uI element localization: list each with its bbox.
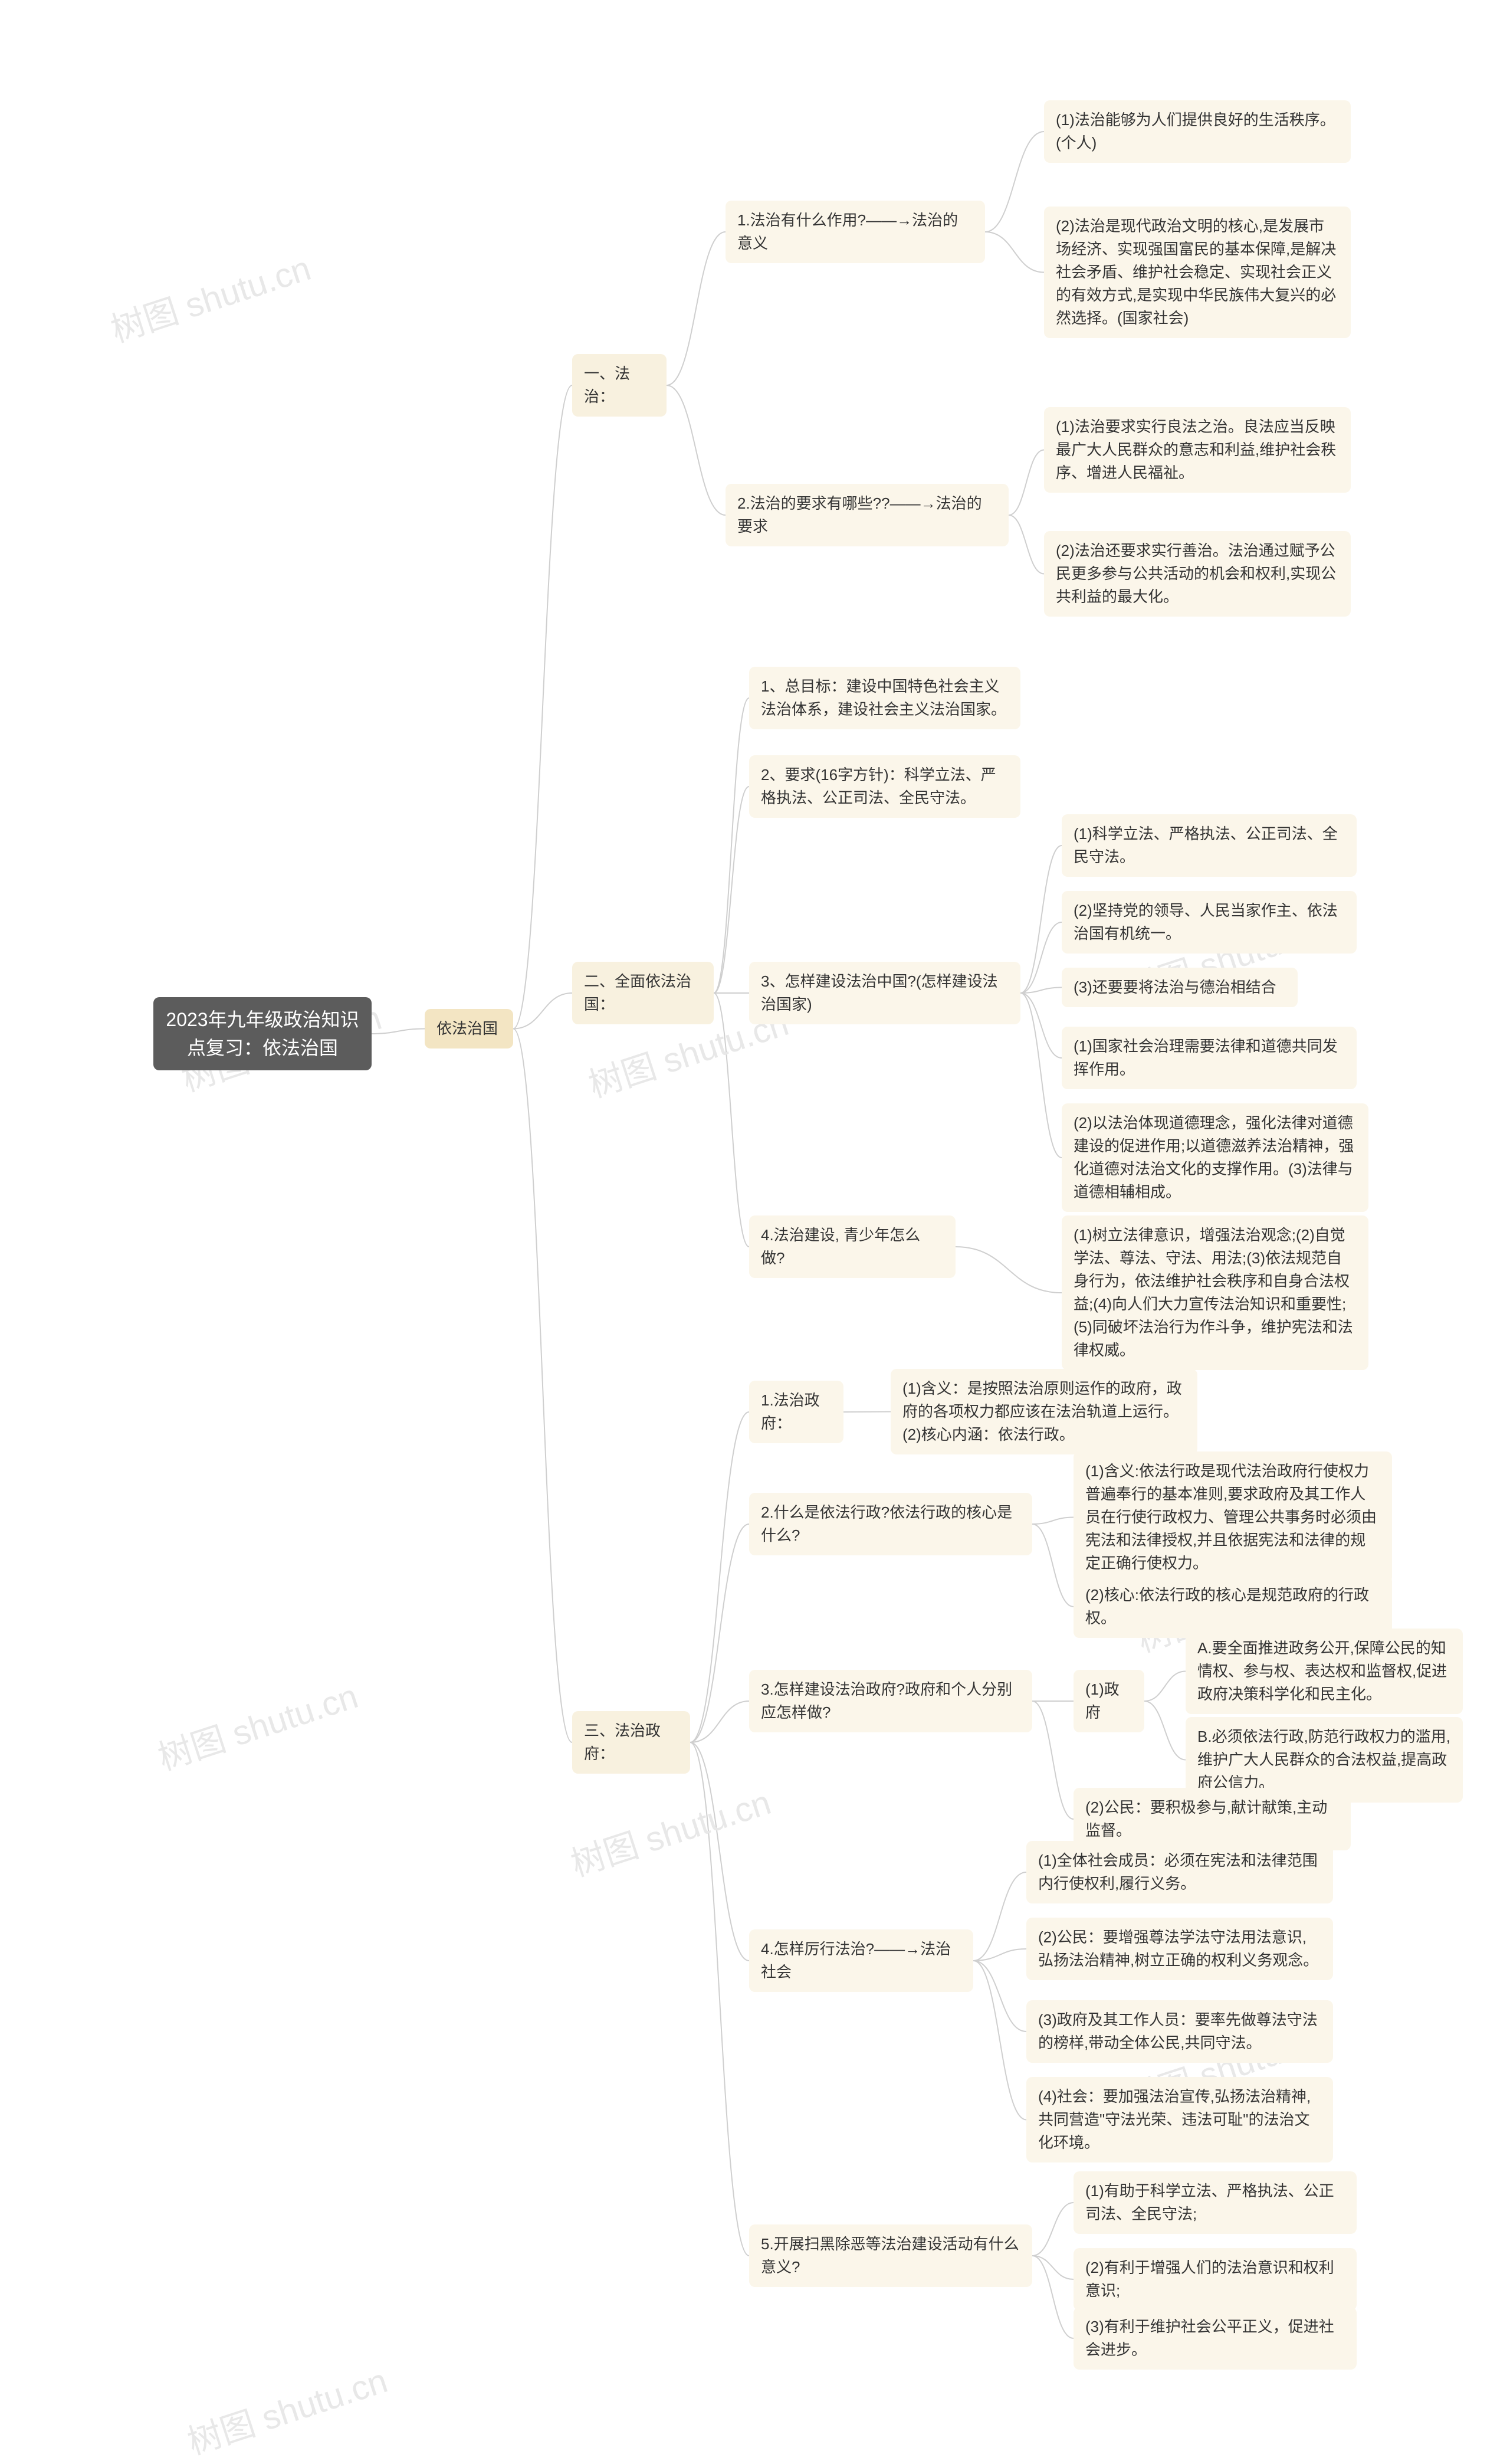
node-c2[interactable]: 2.什么是依法行政?依法行政的核心是什么? <box>749 1493 1032 1555</box>
connector <box>956 1247 1062 1293</box>
connector <box>690 1412 749 1742</box>
connector <box>973 1872 1026 1961</box>
node-b4_1[interactable]: (1)树立法律意识，增强法治观念;(2)自觉学法、尊法、守法、用法;(3)依法规… <box>1062 1215 1368 1370</box>
connector <box>1032 2256 1074 2279</box>
node-b4[interactable]: 4.法治建设, 青少年怎么做? <box>749 1215 956 1278</box>
node-a2_2[interactable]: (2)法治还要求实行善治。法治通过赋予公民更多参与公共活动的机会和权利,实现公共… <box>1044 531 1351 617</box>
node-c3_1a[interactable]: A.要全面推进政务公开,保障公民的知情权、参与权、表达权和监督权,促进政府决策科… <box>1186 1629 1463 1714</box>
node-c1_1[interactable]: (1)含义：是按照法治原则运作的政府，政府的各项权力都应该在法治轨道上运行。(2… <box>891 1369 1197 1454</box>
node-n1[interactable]: 依法治国 <box>425 1009 513 1048</box>
node-a1_2[interactable]: (2)法治是现代政治文明的核心,是发展市场经济、实现强国富民的基本保障,是解决社… <box>1044 207 1351 338</box>
connector <box>1020 922 1062 993</box>
watermark: 树图 shutu.cn <box>564 1775 776 1886</box>
connector <box>1032 2203 1074 2256</box>
mindmap-canvas: 树图 shutu.cn树图 shutu.cn树图 shutu.cn树图 shut… <box>0 0 1510 2458</box>
watermark: 树图 shutu.cn <box>180 2353 393 2464</box>
connector <box>714 993 749 1247</box>
watermark: 树图 shutu.cn <box>104 241 316 352</box>
connector <box>690 1524 749 1742</box>
node-c4_4[interactable]: (4)社会：要加强法治宣传,弘扬法治精神,共同营造"守法光荣、违法可耻"的法治文… <box>1026 2077 1333 2162</box>
node-c1[interactable]: 1.法治政府： <box>749 1381 843 1443</box>
node-c4[interactable]: 4.怎样厉行法治?——→法治社会 <box>749 1929 973 1992</box>
node-c3_1[interactable]: (1)政府 <box>1074 1670 1144 1732</box>
connector <box>667 385 726 515</box>
connector <box>1009 515 1044 574</box>
node-s2[interactable]: 二、全面依法治国： <box>572 962 714 1024</box>
node-c5[interactable]: 5.开展扫黑除恶等法治建设活动有什么意义? <box>749 2224 1032 2287</box>
node-a2_1[interactable]: (1)法治要求实行良法之治。良法应当反映最广大人民群众的意志和利益,维护社会秩序… <box>1044 407 1351 493</box>
connector <box>843 1412 891 1413</box>
node-b3[interactable]: 3、怎样建设法治中国?(怎样建设法治国家) <box>749 962 1020 1024</box>
node-b3_1[interactable]: (1)科学立法、严格执法、公正司法、全民守法。 <box>1062 814 1357 877</box>
connector <box>1032 1518 1074 1525</box>
node-c4_3[interactable]: (3)政府及其工作人员：要率先做尊法守法的榜样,带动全体公民,共同守法。 <box>1026 2000 1333 2063</box>
connector <box>513 1029 572 1743</box>
node-c4_2[interactable]: (2)公民：要增强尊法学法守法用法意识,弘扬法治精神,树立正确的权利义务观念。 <box>1026 1918 1333 1980</box>
connector <box>1020 988 1062 994</box>
node-b3_4[interactable]: (1)国家社会治理需要法律和道德共同发挥作用。 <box>1062 1027 1357 1089</box>
node-root[interactable]: 2023年九年级政治知识点复习：依法治国 <box>153 997 372 1070</box>
connector <box>667 232 726 385</box>
connector <box>372 1029 425 1034</box>
connector <box>513 385 572 1029</box>
node-c3[interactable]: 3.怎样建设法治政府?政府和个人分别应怎样做? <box>749 1670 1032 1732</box>
connector <box>1032 1701 1074 1819</box>
connector <box>973 1961 1026 2032</box>
connector <box>1144 1672 1186 1702</box>
connector <box>1032 2256 1074 2338</box>
node-c5_2[interactable]: (2)有利于增强人们的法治意识和权利意识; <box>1074 2248 1357 2311</box>
connector <box>690 1742 749 2256</box>
node-a1_1[interactable]: (1)法治能够为人们提供良好的生活秩序。(个人) <box>1044 100 1351 163</box>
node-b3_2[interactable]: (2)坚持党的领导、人民当家作主、依法治国有机统一。 <box>1062 891 1357 954</box>
connector <box>985 232 1044 273</box>
node-c5_1[interactable]: (1)有助于科学立法、严格执法、公正司法、全民守法; <box>1074 2171 1357 2234</box>
connector <box>1020 993 1062 1158</box>
connector <box>1032 1524 1074 1607</box>
node-c4_1[interactable]: (1)全体社会成员：必须在宪法和法律范围内行使权利,履行义务。 <box>1026 1841 1333 1903</box>
node-c2_1[interactable]: (1)含义:依法行政是现代法治政府行使权力普遍奉行的基本准则,要求政府及其工作人… <box>1074 1451 1392 1583</box>
connector <box>973 1949 1026 1961</box>
node-b1[interactable]: 1、总目标：建设中国特色社会主义法治体系，建设社会主义法治国家。 <box>749 667 1020 729</box>
connector <box>1144 1701 1186 1760</box>
node-b2[interactable]: 2、要求(16字方针)：科学立法、严格执法、公正司法、全民守法。 <box>749 755 1020 818</box>
node-b3_5[interactable]: (2)以法治体现道德理念，强化法律对道德建设的促进作用;以道德滋养法治精神，强化… <box>1062 1103 1368 1212</box>
node-a1[interactable]: 1.法治有什么作用?——→法治的意义 <box>726 201 985 263</box>
node-b3_3[interactable]: (3)还要要将法治与德治相结合 <box>1062 968 1298 1007</box>
node-c5_3[interactable]: (3)有利于维护社会公平正义，促进社会进步。 <box>1074 2307 1357 2370</box>
connector <box>973 1961 1026 2120</box>
node-a2[interactable]: 2.法治的要求有哪些??——→法治的要求 <box>726 484 1009 546</box>
connector <box>690 1701 749 1742</box>
connector <box>1020 846 1062 993</box>
node-s1[interactable]: 一、法治： <box>572 354 667 417</box>
connector <box>1020 993 1062 1058</box>
connector <box>714 698 749 993</box>
connector <box>985 132 1044 232</box>
connector <box>513 993 572 1029</box>
connector <box>1009 450 1044 516</box>
connector <box>690 1742 749 1961</box>
connector <box>714 787 749 993</box>
watermark: 树图 shutu.cn <box>151 1669 363 1780</box>
node-s3[interactable]: 三、法治政府： <box>572 1711 690 1774</box>
